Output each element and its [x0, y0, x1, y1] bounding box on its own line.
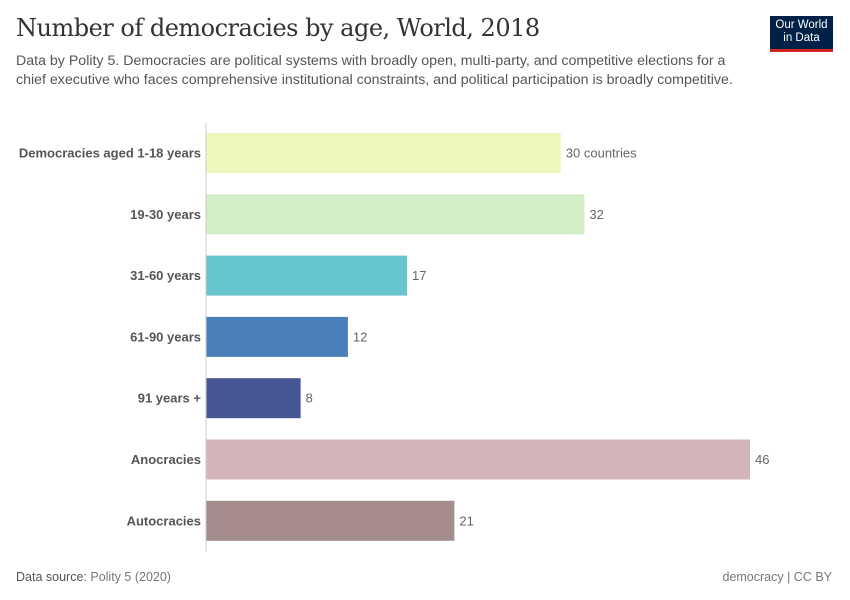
- value-label: 8: [306, 391, 313, 406]
- category-label: 19-30 years: [130, 207, 201, 222]
- chart-title: Number of democracies by age, World, 201…: [16, 14, 540, 42]
- value-label: 46: [755, 452, 769, 467]
- bar[interactable]: [206, 316, 348, 357]
- value-label: 21: [459, 513, 473, 528]
- value-label: 32: [589, 207, 603, 222]
- chart-subtitle: Data by Polity 5. Democracies are politi…: [16, 53, 733, 88]
- source-link[interactable]: Polity 5 (2020): [90, 570, 171, 584]
- bar[interactable]: [206, 439, 750, 480]
- category-label: 91 years +: [138, 391, 202, 406]
- value-label: 12: [353, 329, 367, 344]
- value-label: 17: [412, 268, 426, 283]
- category-label: 31-60 years: [130, 268, 201, 283]
- bar[interactable]: [206, 378, 301, 419]
- bar[interactable]: [206, 133, 561, 173]
- category-label: 61-90 years: [130, 329, 201, 344]
- bar[interactable]: [206, 194, 585, 235]
- category-label: Anocracies: [131, 452, 201, 467]
- bar[interactable]: [206, 255, 408, 296]
- data-source: Data source: Polity 5 (2020): [16, 570, 171, 584]
- category-label: Autocracies: [127, 513, 201, 528]
- bar[interactable]: [206, 500, 455, 541]
- category-label: Democracies aged 1-18 years: [19, 146, 201, 161]
- license[interactable]: democracy | CC BY: [722, 570, 832, 584]
- source-label: Data source:: [16, 570, 87, 584]
- value-label: 30 countries: [566, 146, 637, 161]
- owid-logo[interactable]: Our World in Data: [770, 16, 833, 52]
